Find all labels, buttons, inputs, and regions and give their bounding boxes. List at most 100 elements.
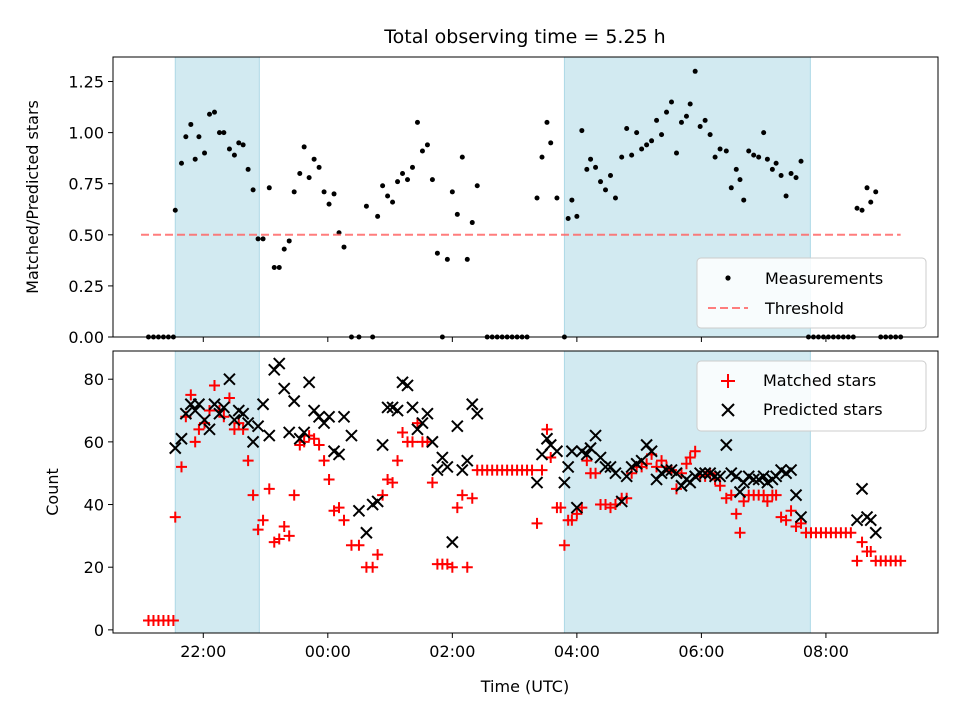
measurement-point xyxy=(864,185,870,191)
legend-threshold-label: Threshold xyxy=(764,299,844,318)
top-ytick-label: 0.75 xyxy=(68,175,104,194)
matched-stars-point xyxy=(242,455,254,467)
measurement-point xyxy=(683,113,689,119)
matched-stars-point xyxy=(208,379,220,391)
predicted-stars-point xyxy=(446,535,459,549)
measurement-point xyxy=(341,244,347,250)
matched-stars-point xyxy=(283,530,295,542)
measurement-point xyxy=(692,68,698,74)
measurement-point xyxy=(375,213,381,219)
measurement-point xyxy=(260,236,266,242)
matched-stars-point xyxy=(323,473,335,485)
measurement-point xyxy=(649,138,655,144)
predicted-stars-point xyxy=(645,445,658,458)
measurement-point xyxy=(245,166,251,172)
matched-stars-point xyxy=(273,533,285,545)
measurement-point xyxy=(534,195,540,201)
predicted-stars-point xyxy=(471,407,484,420)
legend-measurements-marker xyxy=(725,275,731,281)
legend-matched-label: Matched stars xyxy=(763,371,876,390)
predicted-stars-point xyxy=(376,438,389,452)
matched-stars-point xyxy=(566,514,578,526)
measurement-point xyxy=(761,130,767,136)
xtick-label: 22:00 xyxy=(180,642,226,661)
predicted-stars-point xyxy=(466,398,479,411)
matched-stars-point xyxy=(526,464,538,476)
measurement-point xyxy=(459,154,465,160)
xtick-label: 02:00 xyxy=(429,642,475,661)
predicted-stars-point xyxy=(246,435,260,449)
predicted-stars-point xyxy=(733,485,747,499)
matched-stars-point xyxy=(461,561,473,573)
measurement-point xyxy=(607,173,613,179)
measurement-point xyxy=(854,205,860,211)
measurement-point xyxy=(464,256,470,262)
matched-stars-point xyxy=(536,464,548,476)
measurement-point xyxy=(276,265,282,271)
chart-title: Total observing time = 5.25 h xyxy=(383,26,665,48)
measurement-point xyxy=(395,179,401,185)
measurement-point xyxy=(798,158,804,164)
measurement-point xyxy=(316,164,322,170)
measurement-point xyxy=(746,148,752,154)
matched-stars-point xyxy=(541,423,553,435)
legend-measurements-label: Measurements xyxy=(765,269,883,288)
measurement-point xyxy=(281,246,287,252)
predicted-stars-point xyxy=(609,466,622,480)
measurement-point xyxy=(741,197,747,203)
matched-stars-point xyxy=(770,489,782,501)
matched-stars-point xyxy=(338,514,350,526)
measurement-point xyxy=(868,199,874,205)
predicted-stars-point xyxy=(794,510,808,524)
predicted-stars-point xyxy=(426,435,439,449)
predicted-stars-point xyxy=(337,410,351,424)
matched-stars-point xyxy=(795,517,807,529)
predicted-stars-point xyxy=(784,463,798,477)
predicted-stars-point xyxy=(451,419,464,433)
measurement-point xyxy=(266,185,272,191)
measurement-point xyxy=(554,195,560,201)
predicted-stars-point xyxy=(747,473,760,486)
matched-stars-point xyxy=(397,426,409,438)
measurement-point xyxy=(603,187,609,193)
measurement-point xyxy=(236,140,242,146)
measurement-point xyxy=(778,173,784,179)
measurement-point xyxy=(593,164,599,170)
measurement-point xyxy=(569,197,575,203)
measurement-point xyxy=(669,99,675,105)
matched-stars-point xyxy=(175,461,187,473)
top-panel: 0.00 0.25 0.50 0.75 1.00 1.25 Matched/Predict… xyxy=(23,56,939,347)
measurement-point xyxy=(449,189,455,195)
top-ytick-label: 0.50 xyxy=(68,226,104,245)
predicted-stars-point xyxy=(864,513,877,527)
predicted-stars-point xyxy=(293,432,306,445)
measurement-point xyxy=(326,201,332,207)
predicted-stars-point xyxy=(345,429,358,442)
bot-ytick-label: 0 xyxy=(94,621,104,640)
top-legend: Measurements Threshold xyxy=(696,257,927,329)
matched-stars-point xyxy=(531,517,543,529)
measurement-point xyxy=(250,187,256,193)
matched-stars-point xyxy=(590,467,602,479)
measurement-point xyxy=(702,117,708,123)
predicted-stars-point xyxy=(599,460,612,474)
matched-stars-point xyxy=(406,436,418,448)
measurement-point xyxy=(434,250,440,256)
matched-stars-point xyxy=(670,483,682,495)
bottom-y-axis-label: Count xyxy=(43,468,62,516)
predicted-stars-point xyxy=(580,448,594,461)
predicted-stars-point xyxy=(179,407,193,420)
measurement-point xyxy=(634,130,640,136)
measurement-point xyxy=(612,195,618,201)
predicted-stars-point xyxy=(217,401,231,414)
measurement-point xyxy=(297,170,303,176)
measurement-point xyxy=(773,160,779,166)
matched-stars-point xyxy=(845,527,857,539)
matched-stars-point xyxy=(237,423,249,435)
measurement-point xyxy=(717,146,723,152)
matched-stars-point xyxy=(641,458,653,470)
predicted-stars-point xyxy=(322,410,336,424)
predicted-stars-point xyxy=(175,432,188,445)
measurement-point xyxy=(172,207,178,213)
predicted-stars-point xyxy=(461,454,474,467)
